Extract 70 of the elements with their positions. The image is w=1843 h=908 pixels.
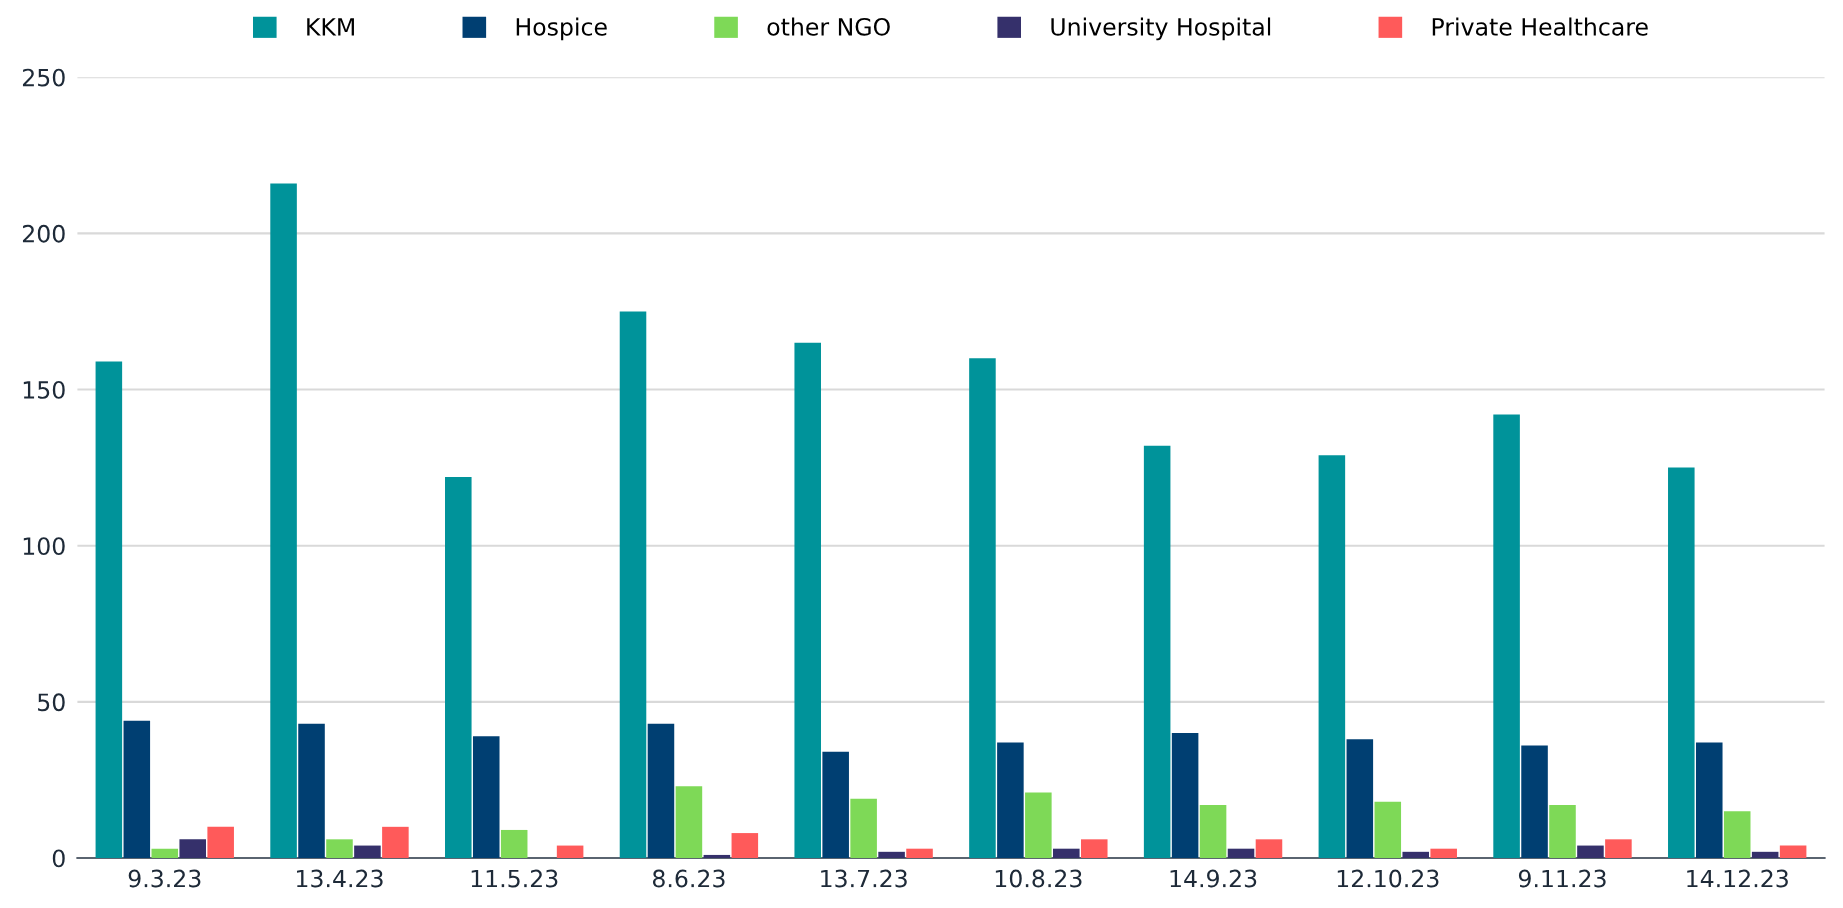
bar xyxy=(1493,414,1520,859)
bar xyxy=(1080,839,1108,859)
bar xyxy=(270,183,297,859)
bar xyxy=(675,786,703,859)
y-tick-label: 200 xyxy=(22,224,65,243)
legend-label: Hospice xyxy=(516,17,607,41)
bar xyxy=(1318,455,1346,859)
bar xyxy=(207,826,234,859)
bar xyxy=(1143,445,1171,859)
bar xyxy=(1605,839,1632,859)
y-tick-label: 150 xyxy=(23,380,65,399)
bar xyxy=(179,839,206,859)
y-tick-label: 100 xyxy=(23,537,65,556)
bar xyxy=(794,342,821,859)
bar xyxy=(1402,851,1430,859)
bar xyxy=(556,845,584,859)
bar xyxy=(997,742,1024,859)
bar xyxy=(1668,467,1695,859)
x-tick-label: 9.3.23 xyxy=(128,869,201,888)
legend-label: Private Healthcare xyxy=(1432,17,1648,36)
bar xyxy=(151,848,179,859)
bar xyxy=(703,854,731,859)
bar xyxy=(1171,733,1199,859)
y-tick-label: 0 xyxy=(52,849,65,868)
bar xyxy=(123,720,151,859)
bar xyxy=(472,736,500,859)
bar xyxy=(1346,739,1374,859)
y-tick-label: 50 xyxy=(38,693,65,712)
bar xyxy=(647,723,675,859)
x-tick-label: 11.5.23 xyxy=(471,869,558,888)
bar xyxy=(731,833,759,859)
bar xyxy=(1751,851,1779,859)
bar xyxy=(1521,745,1548,859)
bar xyxy=(1053,848,1080,859)
bar xyxy=(619,311,647,859)
bar xyxy=(500,829,528,859)
x-tick-label: 12.10.23 xyxy=(1337,869,1439,888)
x-tick-label: 10.8.23 xyxy=(995,869,1082,888)
x-tick-label: 14.12.23 xyxy=(1687,869,1788,888)
x-tick-label: 8.6.23 xyxy=(652,869,725,888)
bar xyxy=(850,798,877,859)
bar xyxy=(1374,801,1402,859)
legend-label: KKM xyxy=(307,18,354,36)
legend-label: University Hospital xyxy=(1051,17,1271,41)
bar xyxy=(326,839,353,859)
x-tick-label: 14.9.23 xyxy=(1170,869,1257,888)
bar xyxy=(1199,804,1227,859)
bar xyxy=(1430,848,1457,859)
bar xyxy=(1255,839,1283,859)
x-tick-label: 13.4.23 xyxy=(297,869,383,888)
legend-label: other NGO xyxy=(767,17,890,36)
bar xyxy=(878,851,905,859)
bar xyxy=(906,848,933,859)
bar xyxy=(1695,742,1723,859)
bar xyxy=(1577,845,1604,859)
bar xyxy=(1549,804,1576,859)
x-tick-label: 9.11.23 xyxy=(1518,869,1606,888)
bar xyxy=(445,476,472,859)
bar xyxy=(95,361,123,859)
bar xyxy=(354,845,381,859)
bar xyxy=(382,826,409,859)
bar xyxy=(1779,845,1807,859)
bar xyxy=(298,723,325,859)
bar xyxy=(822,751,849,859)
y-tick-label: 250 xyxy=(22,68,65,87)
bar xyxy=(1025,792,1052,859)
bar xyxy=(1723,811,1751,859)
x-tick-label: 13.7.23 xyxy=(821,869,907,888)
bar xyxy=(1227,848,1255,859)
bar xyxy=(969,358,996,859)
